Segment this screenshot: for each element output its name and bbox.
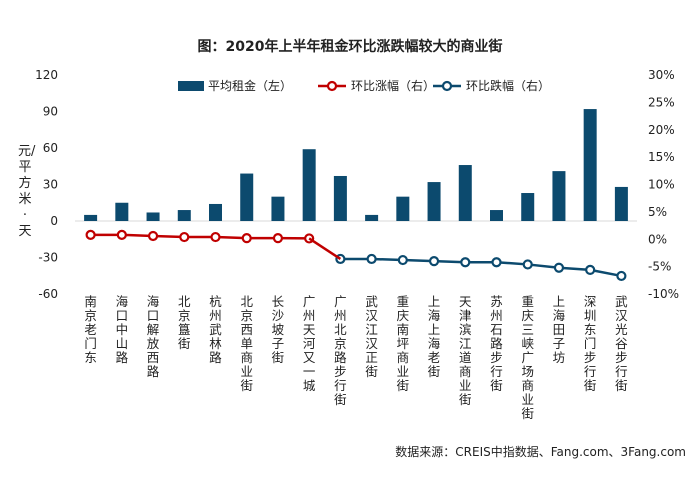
category-label: 广州天河又一城 (303, 294, 316, 393)
bar-mark (552, 171, 566, 221)
series-line (340, 257, 622, 278)
left-tick-label: 0 (50, 214, 58, 228)
bar-mark (115, 202, 129, 221)
category-label: 长沙坡子街 (272, 294, 285, 365)
category-label: 天津滨江道商业街 (459, 294, 472, 407)
line-point (272, 233, 284, 244)
line-point (366, 253, 377, 265)
line-point (585, 264, 596, 276)
category-label: 北京西单商业街 (240, 294, 253, 393)
category-label: 武汉江汉正街 (365, 294, 378, 379)
bar-mark (458, 165, 472, 221)
line-point (85, 229, 96, 240)
legend-label: 环比涨幅（右） (351, 78, 435, 93)
bar-mark (490, 210, 503, 221)
line-point (428, 256, 440, 267)
bar-mark (333, 175, 347, 221)
category-label: 深圳东门步行街 (584, 294, 597, 393)
category-label: 南京老门东 (84, 294, 97, 365)
left-axis-label: 元/平方米·天 (18, 144, 36, 239)
category-label: 北京簋街 (178, 294, 191, 351)
bar-mark (427, 182, 441, 221)
legend-label: 环比跌幅（右） (466, 78, 550, 93)
bar-mark (365, 214, 379, 221)
line-point (397, 254, 408, 266)
line-point (116, 229, 127, 240)
category-label: 上海上海老街 (428, 294, 441, 379)
line-point (147, 230, 159, 242)
legend-marker (326, 80, 338, 92)
right-tick-label: -10% (648, 287, 679, 301)
right-tick-label: 25% (648, 95, 675, 109)
left-tick-label: -60 (38, 287, 58, 301)
category-label: 海口中山路 (116, 294, 129, 365)
line-point (616, 270, 627, 282)
left-tick-label: 120 (35, 68, 58, 82)
category-label: 广州北京路步行街 (334, 294, 347, 407)
bar-mark (146, 212, 160, 221)
bar-mark (84, 214, 98, 221)
left-tick-label: 30 (43, 178, 58, 192)
line-point (460, 257, 471, 268)
bar-mark (614, 186, 628, 221)
series-connector (308, 237, 342, 261)
right-tick-label: 15% (648, 150, 675, 164)
bar-mark (583, 109, 597, 221)
left-tick-label: 60 (43, 141, 58, 155)
legend-swatch (178, 81, 204, 91)
series-line (90, 233, 310, 240)
legend-marker (441, 80, 453, 92)
bar-mark (177, 210, 191, 221)
bar-mark (302, 149, 316, 221)
chart-title: 图：2020年上半年租金环比涨跌幅较大的商业街 (197, 39, 503, 55)
category-label: 苏州石路步行街 (490, 294, 503, 393)
category-label: 重庆南坪商业街 (397, 294, 410, 393)
source-note: 数据来源：CREIS中指数据、Fang.com、3Fang.com (395, 445, 686, 459)
right-tick-label: 20% (648, 123, 675, 137)
line-point (241, 233, 252, 244)
line-point (553, 262, 565, 273)
bar-mark (209, 203, 222, 221)
left-tick-label: 90 (43, 105, 58, 119)
category-label: 武汉光谷步行街 (615, 294, 628, 393)
right-tick-label: 10% (648, 178, 675, 192)
category-label: 重庆三峡广场商业街 (521, 294, 534, 421)
bar-mark (521, 193, 535, 221)
line-point (179, 231, 190, 243)
bar-mark (396, 196, 410, 221)
bar-mark (240, 173, 254, 221)
category-label: 海口解放西路 (147, 294, 160, 379)
line-point (522, 259, 533, 270)
right-tick-label: 5% (648, 205, 667, 219)
legend-label: 平均租金（左） (208, 78, 292, 93)
bar-mark (271, 196, 285, 221)
line-point (491, 257, 502, 268)
category-label: 杭州武林路 (209, 294, 222, 365)
left-tick-label: -30 (38, 251, 58, 265)
line-point (210, 231, 221, 243)
right-tick-label: 30% (648, 68, 675, 82)
category-label: 上海田子坊 (553, 294, 566, 365)
right-tick-label: -5% (648, 260, 671, 274)
right-tick-label: 0% (648, 232, 667, 246)
